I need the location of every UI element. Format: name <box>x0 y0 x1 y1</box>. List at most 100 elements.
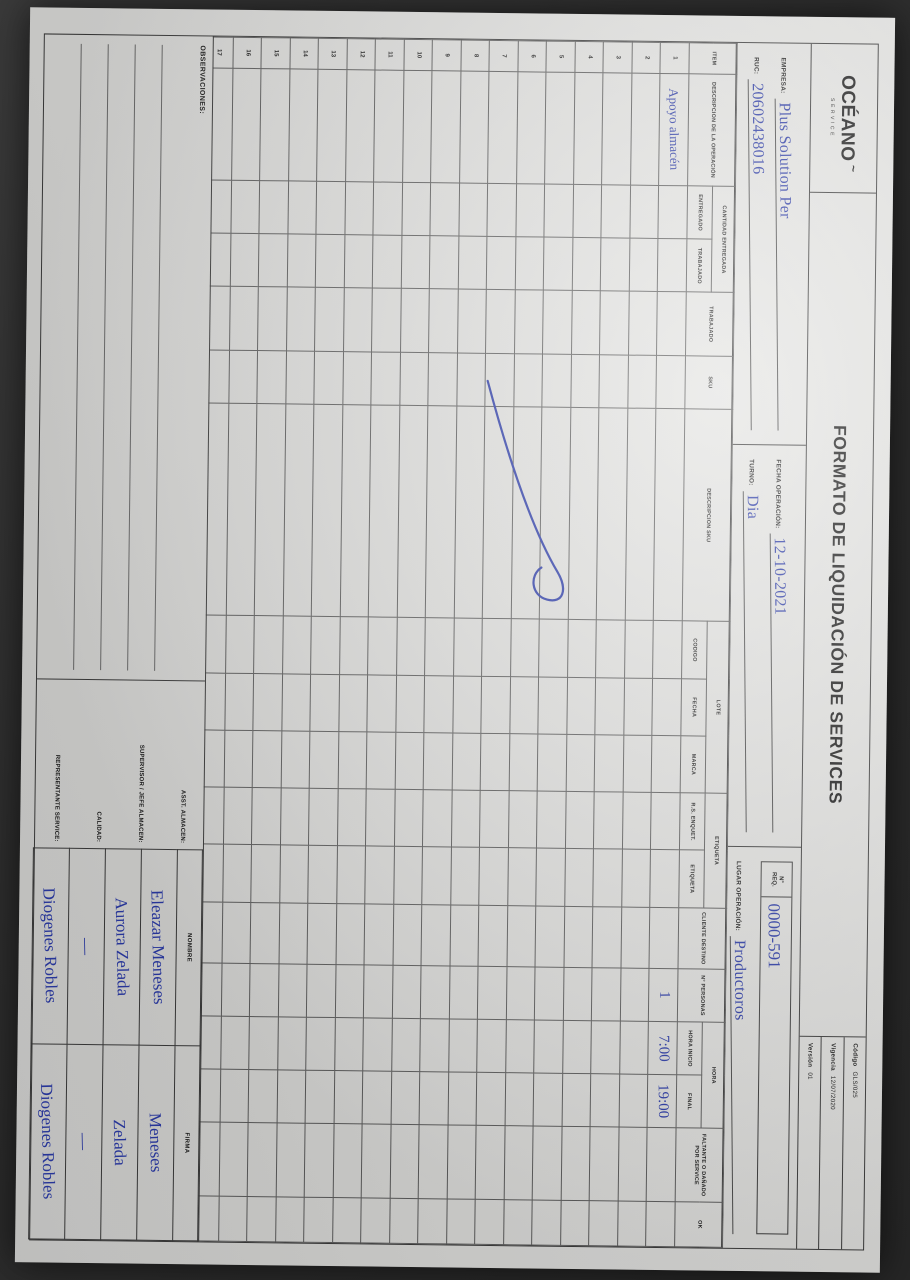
cell-fecha[interactable] <box>281 673 312 732</box>
cell-item-number[interactable]: 1 <box>660 42 690 74</box>
cell-etiqueta[interactable] <box>251 844 281 903</box>
cell-cliente[interactable] <box>336 903 366 965</box>
cell-final[interactable] <box>505 1072 535 1127</box>
cell-cliente[interactable] <box>621 906 651 969</box>
cell-item-number[interactable]: 5 <box>546 41 576 73</box>
cell-cliente[interactable] <box>564 905 594 968</box>
cell-presentacion[interactable] <box>571 290 601 355</box>
cell-presentacion[interactable] <box>457 289 487 354</box>
cell-sku[interactable] <box>485 353 515 407</box>
cell-presentacion[interactable] <box>486 289 516 354</box>
cell-fecha[interactable] <box>367 674 397 733</box>
cell-entregado[interactable] <box>316 181 346 235</box>
cell-rs[interactable] <box>622 792 652 850</box>
cell-final[interactable] <box>476 1072 506 1126</box>
cell-item-number[interactable]: 10 <box>403 39 433 71</box>
cell-ok[interactable] <box>646 1201 676 1247</box>
cell-codigo[interactable] <box>368 617 398 675</box>
cell-trabajado[interactable] <box>344 234 374 289</box>
cell-codigo[interactable] <box>396 617 426 676</box>
cell-entregado[interactable] <box>401 182 432 236</box>
cell-sku[interactable] <box>314 351 344 405</box>
cell-inicio[interactable] <box>619 1021 649 1075</box>
cell-codigo[interactable] <box>282 616 312 674</box>
cell-descripcion_sku[interactable] <box>511 406 543 620</box>
cell-entregado[interactable] <box>658 185 688 240</box>
cell-ok[interactable] <box>332 1197 362 1243</box>
cell-sku[interactable] <box>257 350 287 404</box>
cell-descripcion_sku[interactable] <box>340 404 372 618</box>
cell-trabajado[interactable] <box>315 234 345 288</box>
cell-cliente[interactable] <box>507 905 537 967</box>
cell-etiqueta[interactable] <box>393 846 423 905</box>
cell-descripcion_sku[interactable] <box>368 404 400 618</box>
cell-final[interactable] <box>562 1073 592 1128</box>
cell-faltante[interactable] <box>276 1123 306 1198</box>
cell-descripcion[interactable] <box>402 69 433 183</box>
cell-trabajado[interactable] <box>258 233 288 288</box>
cell-descripcion[interactable] <box>345 69 376 183</box>
cell-final[interactable] <box>619 1074 649 1128</box>
cell-sku[interactable] <box>456 352 487 407</box>
cell-personas[interactable] <box>534 966 565 1021</box>
cell-presentacion[interactable] <box>628 291 658 356</box>
cell-inicio[interactable] <box>249 1016 279 1071</box>
cell-marca[interactable] <box>281 730 311 789</box>
cell-item-number[interactable]: 13 <box>318 38 348 70</box>
cell-final[interactable]: 19:00 <box>647 1074 677 1129</box>
cell-presentacion[interactable] <box>229 286 259 351</box>
cell-etiqueta[interactable] <box>621 849 651 907</box>
cell-fecha[interactable] <box>481 676 511 734</box>
cell-marca[interactable] <box>594 734 624 793</box>
signature-cell-firma[interactable]: Zelada <box>100 1044 140 1241</box>
cell-sku[interactable] <box>285 350 316 405</box>
cell-etiqueta[interactable] <box>422 846 452 905</box>
cell-cliente[interactable] <box>393 903 423 966</box>
cell-rs[interactable] <box>337 788 367 847</box>
cell-faltante[interactable] <box>333 1123 363 1198</box>
cell-descripcion_sku[interactable] <box>653 408 685 622</box>
cell-codigo[interactable] <box>567 619 597 678</box>
cell-sku[interactable] <box>542 353 572 408</box>
cell-ok[interactable] <box>304 1197 334 1243</box>
cell-descripcion[interactable] <box>573 72 604 185</box>
cell-codigo[interactable] <box>339 617 369 675</box>
cell-item-number[interactable]: 2 <box>631 42 661 74</box>
cell-descripcion_sku[interactable] <box>226 403 258 617</box>
cell-fecha[interactable] <box>652 678 682 736</box>
cell-entregado[interactable] <box>487 183 517 237</box>
cell-descripcion[interactable] <box>231 67 262 181</box>
cell-presentacion[interactable] <box>258 286 288 351</box>
cell-marca[interactable] <box>537 733 567 792</box>
cell-descripcion_sku[interactable] <box>568 407 600 621</box>
cell-presentacion[interactable] <box>286 287 316 352</box>
cell-etiqueta[interactable] <box>450 847 480 905</box>
cell-sku[interactable] <box>399 352 430 406</box>
cell-marca[interactable] <box>309 731 339 789</box>
cell-item-number[interactable]: 8 <box>460 40 490 72</box>
cell-fecha[interactable] <box>623 677 654 736</box>
cell-codigo[interactable] <box>254 616 284 674</box>
cell-trabajado[interactable] <box>458 236 488 290</box>
cell-marca[interactable] <box>423 732 453 791</box>
cell-etiqueta[interactable] <box>365 846 395 904</box>
cell-etiqueta[interactable] <box>336 845 366 904</box>
cell-faltante[interactable] <box>646 1127 677 1202</box>
signature-row[interactable]: Aurora Zelada Zelada <box>100 848 142 1241</box>
cell-rs[interactable] <box>536 791 567 849</box>
cell-inicio[interactable]: 7:00 <box>648 1021 678 1075</box>
signature-cell-nombre[interactable]: Eleazar Meneses <box>139 849 178 1046</box>
cell-codigo[interactable] <box>624 620 654 679</box>
cell-fecha[interactable] <box>224 672 255 731</box>
cell-entregado[interactable] <box>344 181 375 236</box>
cell-marca[interactable] <box>623 734 653 793</box>
cell-final[interactable] <box>334 1070 364 1125</box>
cell-ok[interactable] <box>361 1197 391 1244</box>
signature-cell-nombre[interactable]: Diogenes Robles <box>31 847 70 1044</box>
cell-cliente[interactable] <box>478 904 508 967</box>
cell-trabajado[interactable] <box>600 237 630 292</box>
cell-fecha[interactable] <box>338 674 369 732</box>
signature-cell-firma[interactable]: Meneses <box>136 1044 176 1241</box>
cell-sku[interactable] <box>342 351 373 405</box>
cell-entregado[interactable] <box>259 180 289 235</box>
